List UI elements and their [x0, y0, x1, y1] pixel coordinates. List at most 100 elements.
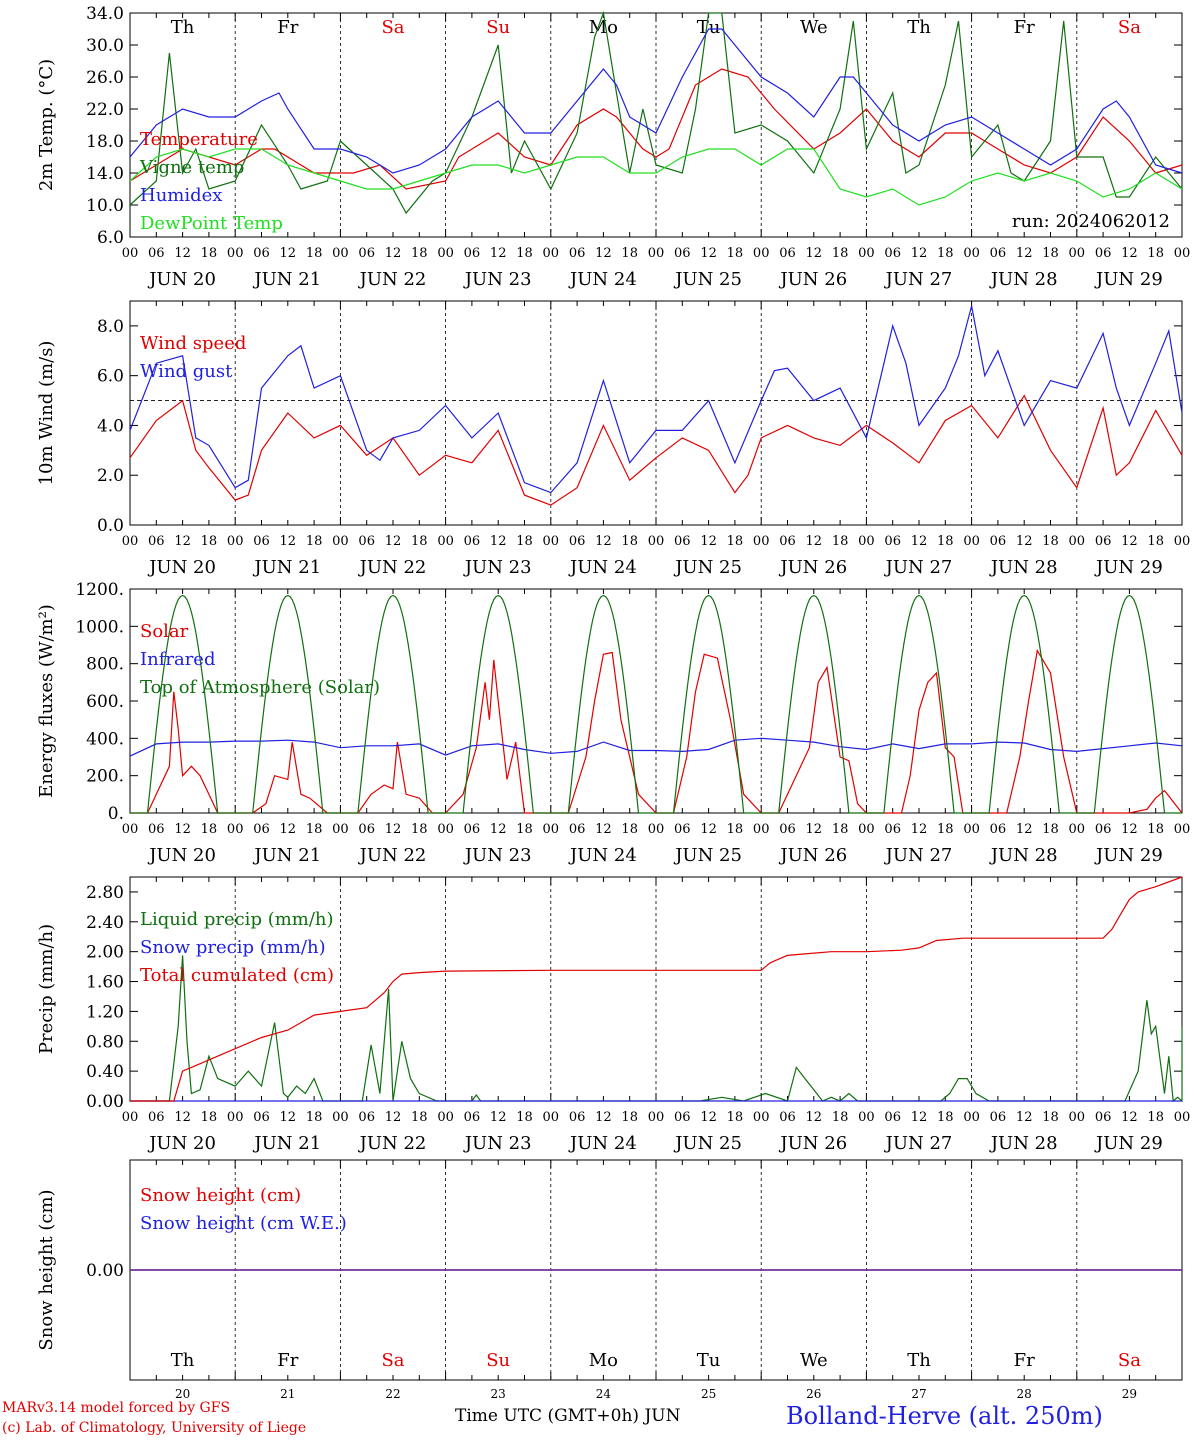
model-credit: MARv3.14 model forced by GFS [2, 1400, 231, 1416]
legend-entry: Wind speed [140, 333, 246, 354]
date-label: JUN 26 [778, 845, 847, 866]
hour-tick-label: 00 [1069, 1110, 1086, 1125]
weekday-label: Th [171, 1350, 195, 1371]
hour-tick-label: 06 [464, 246, 481, 261]
run-label: run: 2024062012 [1012, 211, 1170, 232]
hour-tick-label: 00 [227, 1110, 244, 1125]
hour-tick-label: 00 [963, 822, 980, 837]
y-axis-label: Snow height (cm) [36, 1189, 57, 1350]
hour-tick-label: 18 [621, 534, 638, 549]
hour-tick-label: 00 [648, 1110, 665, 1125]
date-label: JUN 25 [673, 557, 742, 578]
y-tick-label: 30.0 [86, 36, 124, 56]
hour-tick-label: 00 [1174, 246, 1191, 261]
hour-tick-label: 06 [884, 534, 901, 549]
hour-tick-label: 18 [1147, 1110, 1164, 1125]
date-label: JUN 29 [1094, 557, 1163, 578]
date-label: JUN 23 [463, 269, 532, 290]
hour-tick-label: 12 [490, 246, 507, 261]
hour-tick-label: 18 [306, 1110, 323, 1125]
hour-tick-label: 06 [674, 534, 691, 549]
hour-tick-label: 12 [174, 1110, 191, 1125]
hour-tick-label: 06 [358, 534, 375, 549]
hour-tick-label: 12 [911, 1110, 928, 1125]
weekday-label: Sa [1118, 1350, 1141, 1371]
hour-tick-label: 12 [174, 246, 191, 261]
date-label: JUN 24 [568, 1133, 637, 1154]
hour-tick-label: 00 [1069, 246, 1086, 261]
hour-tick-label: 12 [700, 246, 717, 261]
hour-tick-label: 06 [148, 822, 165, 837]
hour-tick-label: 00 [1069, 534, 1086, 549]
legend-entry: Snow height (cm) [140, 1185, 301, 1206]
hour-tick-label: 12 [595, 534, 612, 549]
series-humidex [129, 28, 1183, 174]
y-tick-label: 800. [86, 655, 124, 675]
hour-tick-label: 18 [937, 1110, 954, 1125]
day-number-label: 20 [175, 1387, 190, 1401]
hour-tick-label: 18 [306, 246, 323, 261]
hour-tick-label: 00 [753, 1110, 770, 1125]
hour-tick-label: 18 [832, 1110, 849, 1125]
hour-tick-label: 18 [411, 246, 428, 261]
y-tick-label: 4.0 [97, 416, 124, 436]
date-label: JUN 22 [358, 845, 427, 866]
hour-tick-label: 00 [858, 822, 875, 837]
hour-tick-label: 00 [963, 534, 980, 549]
hour-tick-label: 06 [779, 246, 796, 261]
y-tick-label: 200. [86, 767, 124, 787]
series-total-cumulated-cm [130, 876, 1183, 1102]
hour-tick-label: 18 [937, 822, 954, 837]
hour-tick-label: 18 [1042, 246, 1059, 261]
weekday-label: Sa [381, 17, 404, 38]
weekday-label: Th [171, 17, 195, 38]
weekday-label: Su [486, 1350, 510, 1371]
day-number-label: 26 [806, 1387, 821, 1401]
hour-tick-label: 06 [674, 822, 691, 837]
hour-tick-label: 12 [280, 1110, 297, 1125]
date-label: JUN 27 [884, 557, 953, 578]
hour-tick-label: 06 [779, 1110, 796, 1125]
hour-tick-label: 12 [174, 534, 191, 549]
y-tick-label: 2.00 [86, 943, 124, 963]
legend-entry: Top of Atmosphere (Solar) [140, 677, 380, 698]
hour-tick-label: 06 [148, 1110, 165, 1125]
hour-tick-label: 18 [516, 534, 533, 549]
hour-tick-label: 12 [490, 1110, 507, 1125]
lab-credit: (c) Lab. of Climatology, University of L… [2, 1420, 307, 1436]
hour-tick-label: 18 [727, 1110, 744, 1125]
hour-tick-label: 12 [595, 822, 612, 837]
hour-tick-label: 18 [621, 246, 638, 261]
y-tick-label: 0.40 [86, 1062, 124, 1082]
hour-tick-label: 00 [963, 246, 980, 261]
y-tick-label: 34.0 [86, 4, 124, 24]
hour-tick-label: 12 [174, 822, 191, 837]
legend-entry: DewPoint Temp [140, 213, 283, 234]
hour-tick-label: 18 [306, 822, 323, 837]
y-axis-label: Energy fluxes (W/m²) [36, 604, 57, 798]
hour-tick-label: 00 [437, 822, 454, 837]
y-tick-label: 2.80 [86, 883, 124, 903]
date-label: JUN 21 [252, 845, 321, 866]
hour-tick-label: 00 [858, 534, 875, 549]
hour-tick-label: 00 [1174, 822, 1191, 837]
hour-tick-label: 12 [1121, 246, 1138, 261]
hour-tick-label: 12 [1016, 822, 1033, 837]
y-tick-label: 1000. [75, 617, 124, 637]
day-number-label: 29 [1122, 1387, 1137, 1401]
date-label: JUN 20 [147, 1133, 216, 1154]
date-label: JUN 21 [252, 1133, 321, 1154]
hour-tick-label: 00 [227, 246, 244, 261]
x-axis-title: Time UTC (GMT+0h) JUN [455, 1406, 681, 1426]
hour-tick-label: 06 [148, 534, 165, 549]
series-dewpoint-temp [129, 148, 1183, 206]
y-tick-label: 22.0 [86, 100, 124, 120]
weekday-label: Tu [697, 1350, 721, 1371]
hour-tick-label: 00 [543, 534, 560, 549]
date-label: JUN 22 [358, 1133, 427, 1154]
y-tick-label: 600. [86, 692, 124, 712]
date-label: JUN 28 [989, 1133, 1058, 1154]
hour-tick-label: 18 [1042, 534, 1059, 549]
y-tick-label: 400. [86, 729, 124, 749]
y-tick-label: 18.0 [86, 132, 124, 152]
